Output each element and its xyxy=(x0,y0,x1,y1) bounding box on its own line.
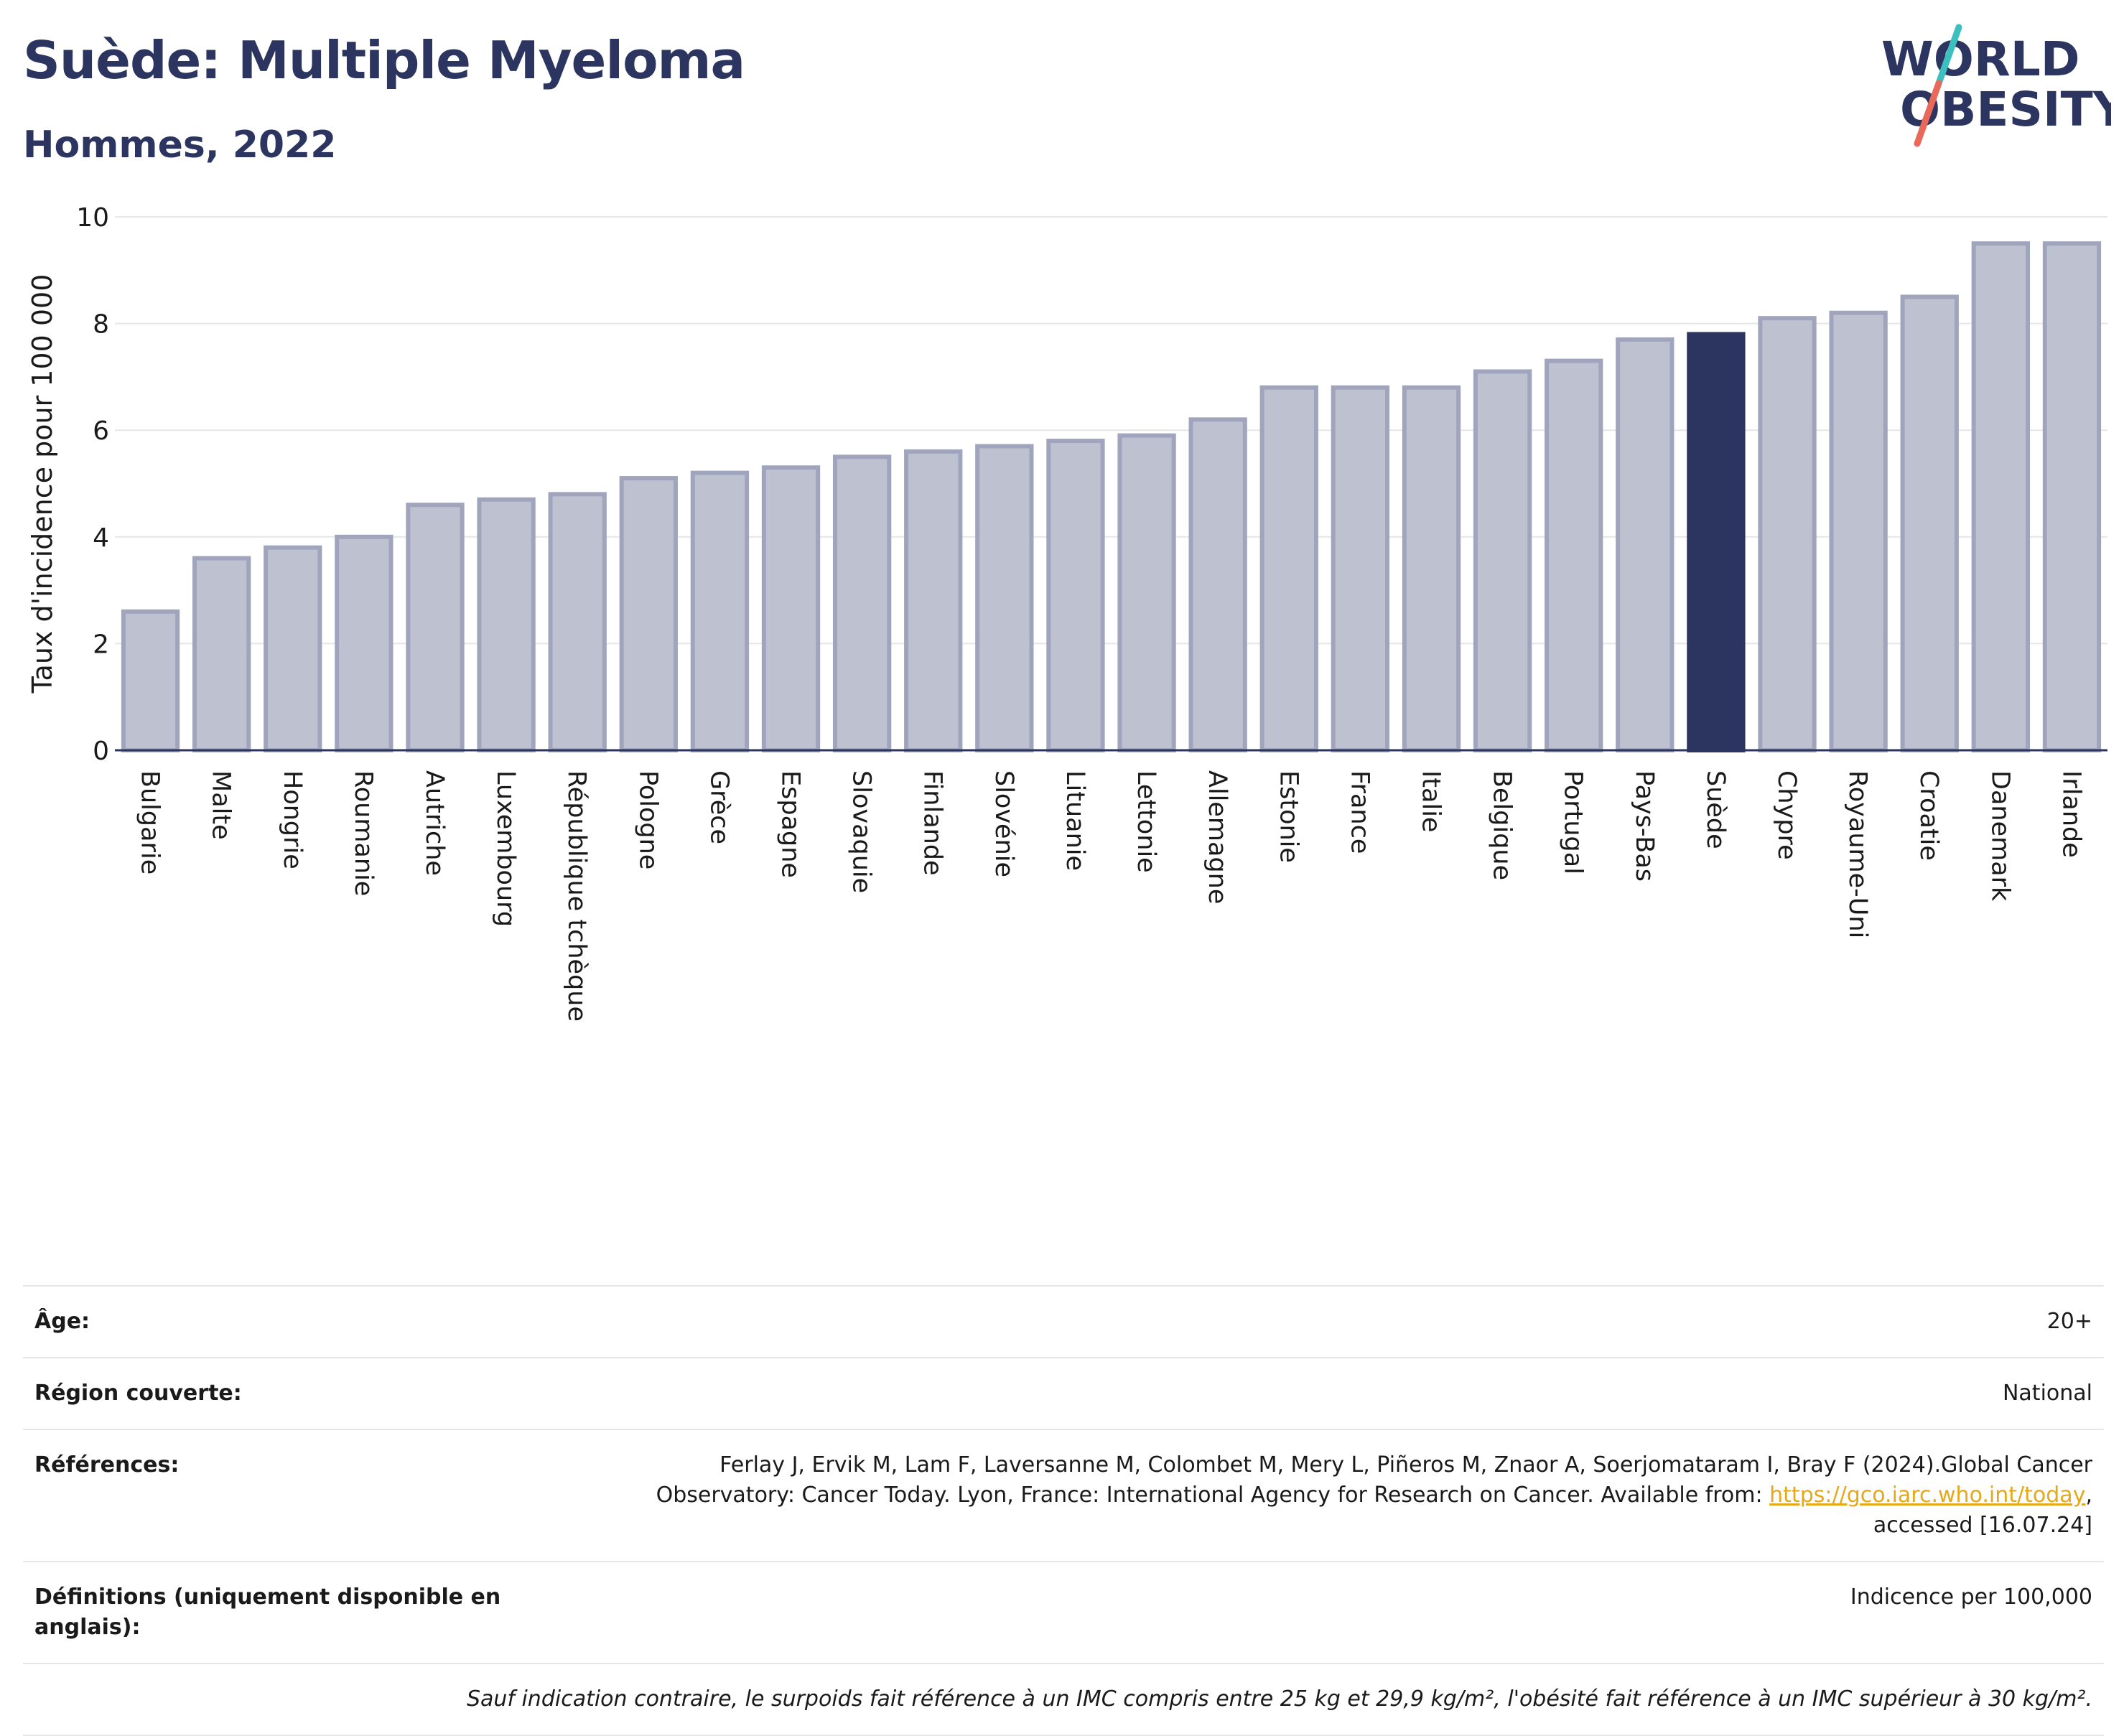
x-tick-label: Belgique xyxy=(1488,770,1517,880)
y-axis-label: Taux d'incidence pour 100 000 xyxy=(27,274,58,694)
logo-slash-bottom xyxy=(1914,80,1942,147)
chart-subtitle: Hommes, 2022 xyxy=(23,123,337,167)
x-tick-label: Royaume-Uni xyxy=(1843,770,1872,938)
bar-chypre xyxy=(1758,316,1817,753)
x-tick-label: Autriche xyxy=(420,770,449,876)
definitions-label: Définitions (uniquement disponible en an… xyxy=(34,1585,501,1640)
x-tick-label: Luxembourg xyxy=(491,770,520,927)
logo-slash-top xyxy=(1935,24,1962,87)
x-tick-label: France xyxy=(1345,770,1374,854)
bar-malte xyxy=(192,556,251,753)
bar-belgique xyxy=(1473,369,1532,753)
age-label: Âge: xyxy=(34,1309,90,1334)
x-tick-label: Pologne xyxy=(633,770,662,869)
y-tick-label: 2 xyxy=(93,630,109,659)
x-tick-label: Danemark xyxy=(1985,770,2014,902)
bar-irlande xyxy=(2042,241,2102,752)
definitions-value: Indicence per 100,000 xyxy=(1850,1585,2092,1610)
references-value: Ferlay J, Ervik M, Lam F, Laversanne M, … xyxy=(537,1450,2092,1541)
x-tick-label: Slovénie xyxy=(989,770,1018,877)
x-tick-label: Suède xyxy=(1701,770,1730,849)
bar-pologne xyxy=(619,476,678,752)
bars xyxy=(121,241,2102,753)
x-tick-label: Finlande xyxy=(918,770,947,876)
bar-danemark xyxy=(1971,241,2030,752)
bar-estonie xyxy=(1259,385,1318,752)
bar-lituanie xyxy=(1046,439,1105,752)
bar-grèce xyxy=(690,470,750,752)
x-tick-label: Bulgarie xyxy=(136,770,164,874)
info-row-note: Sauf indication contraire, le surpoids f… xyxy=(23,1663,2104,1736)
bar-pays-bas xyxy=(1616,337,1674,752)
bar-hongrie xyxy=(264,545,322,752)
x-tick-label: Roumanie xyxy=(349,770,378,896)
y-tick-label: 0 xyxy=(93,737,109,766)
x-tick-label: Croatie xyxy=(1914,770,1943,861)
x-tick-label: Slovaquie xyxy=(847,770,876,893)
info-row-references: Références: Ferlay J, Ervik M, Lam F, La… xyxy=(23,1429,2104,1561)
bar-allemagne xyxy=(1188,417,1247,752)
chart-title: Suède: Multiple Myeloma xyxy=(23,30,745,90)
y-tick-label: 8 xyxy=(93,310,109,340)
bar-lettonie xyxy=(1117,433,1176,752)
region-label: Région couverte: xyxy=(34,1381,242,1406)
x-tick-label: Italie xyxy=(1416,770,1445,832)
x-tick-label: Lettonie xyxy=(1132,770,1160,873)
x-tick-label: Malte xyxy=(207,770,236,840)
x-tick-label: Hongrie xyxy=(278,770,307,869)
bar-italie xyxy=(1402,385,1461,752)
logo-line1: WORLD xyxy=(1881,32,2080,87)
bar-slovaquie xyxy=(832,454,892,752)
references-text-1: Ferlay J, Ervik M, Lam F, Laversanne M, … xyxy=(719,1452,2092,1478)
x-tick-label: Espagne xyxy=(776,770,805,878)
y-tick-label: 10 xyxy=(76,203,109,233)
y-tick-labels: 0 2 4 6 8 10 xyxy=(76,203,109,766)
info-row-definitions: Définitions (uniquement disponible en an… xyxy=(23,1561,2104,1663)
bar-roumanie xyxy=(335,534,393,752)
bar-slovénie xyxy=(975,444,1034,752)
region-value: National xyxy=(2002,1381,2092,1406)
bar-suède xyxy=(1687,332,1746,752)
bar-finlande xyxy=(904,449,963,752)
x-tick-label: Lituanie xyxy=(1061,770,1089,871)
x-tick-label: Irlande xyxy=(2057,770,2085,858)
bar-luxembourg xyxy=(477,497,536,752)
x-tick-label: Pays-Bas xyxy=(1630,770,1659,882)
x-tick-labels: Bulgarie Malte Hongrie Roumanie Autriche Luxe… xyxy=(136,770,2086,1022)
y-tick-label: 6 xyxy=(93,416,109,446)
info-row-region: Région couverte: National xyxy=(23,1357,2104,1429)
references-text-4: accessed [16.07.24] xyxy=(1873,1513,2092,1538)
references-label: Références: xyxy=(34,1452,180,1478)
bar-bulgarie xyxy=(121,609,180,752)
y-tick-label: 4 xyxy=(93,523,109,553)
x-tick-label: Estonie xyxy=(1274,770,1303,863)
x-tick-label: Grèce xyxy=(704,770,733,844)
bar-croatie xyxy=(1900,294,1959,752)
bar-chart: 0 2 4 6 8 10 Bulgarie Malte Hongrie Roumanie Autr… xyxy=(27,203,2107,1022)
x-tick-label: Chypre xyxy=(1772,770,1801,860)
world-obesity-logo: WORLD OBESITY xyxy=(1881,24,2111,147)
x-tick-label: Portugal xyxy=(1559,770,1588,874)
bar-autriche xyxy=(406,503,465,752)
x-tick-label: Allemagne xyxy=(1203,770,1231,904)
references-link[interactable]: https://gco.iarc.who.int/today xyxy=(1769,1483,2086,1508)
references-text-3: , xyxy=(2085,1483,2092,1508)
references-text-2: Observatory: Cancer Today. Lyon, France:… xyxy=(656,1483,1770,1508)
info-table: Âge: 20+ Région couverte: National Référ… xyxy=(23,1285,2104,1736)
definition-note: Sauf indication contraire, le surpoids f… xyxy=(466,1686,2092,1712)
info-row-age: Âge: 20+ xyxy=(23,1285,2104,1357)
x-tick-label: République tchèque xyxy=(562,770,591,1022)
bar-portugal xyxy=(1545,358,1603,753)
bar-france xyxy=(1331,385,1390,752)
age-value: 20+ xyxy=(2046,1309,2092,1334)
bar-royaume-uni xyxy=(1829,310,1888,753)
bar-république-tchèque xyxy=(548,492,607,752)
bar-espagne xyxy=(761,465,821,752)
